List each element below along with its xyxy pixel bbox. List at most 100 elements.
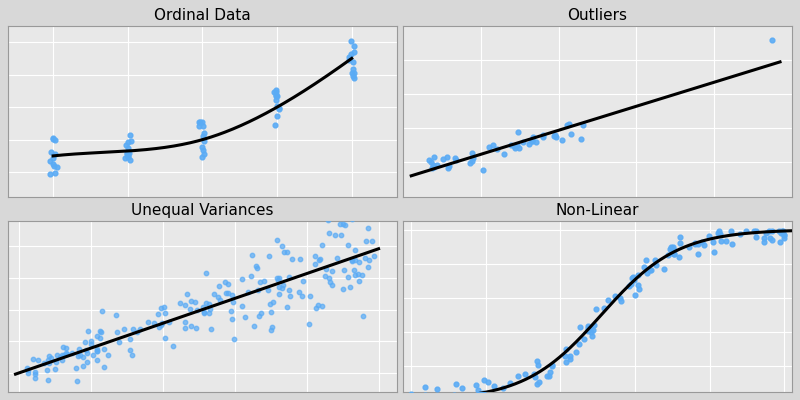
Point [436,156,449,162]
Point [81,350,94,356]
Point [528,374,541,381]
Point [296,293,309,300]
Point [774,239,786,246]
Point [49,366,62,372]
Point [507,142,520,149]
Point [526,138,538,144]
Title: Unequal Variances: Unequal Variances [131,204,274,218]
Point [577,122,590,129]
Point [47,154,60,161]
Point [95,308,108,315]
Point [205,326,218,332]
Point [548,132,561,139]
Point [98,346,110,352]
Point [342,54,355,60]
Point [344,51,357,57]
Point [662,252,674,258]
Point [154,304,167,311]
Point [357,313,370,320]
Point [570,349,582,355]
Point [590,306,602,312]
Point [262,252,275,259]
Point [270,92,282,99]
Point [348,49,361,55]
Point [450,381,462,387]
Point [649,257,662,264]
Point [519,370,532,377]
Point [110,312,122,319]
Point [94,328,107,335]
Point [71,353,84,359]
Point [665,244,678,251]
Point [336,220,349,227]
Point [98,364,110,370]
Point [631,272,644,278]
Point [442,165,454,172]
Point [750,234,762,240]
Point [262,287,274,293]
Point [472,386,485,393]
Point [283,293,296,300]
Point [347,74,360,81]
Point [90,348,103,354]
Point [66,350,78,356]
Point [61,351,74,358]
Point [120,151,133,158]
Point [195,144,208,150]
Point [564,356,577,362]
Point [338,222,351,228]
Point [320,266,333,272]
Point [688,241,701,248]
Point [503,380,516,386]
Point [122,139,134,146]
Point [346,216,358,222]
Point [413,395,426,400]
Point [238,314,251,320]
Point [565,131,578,137]
Point [430,386,443,392]
Point [516,139,529,146]
Point [126,352,139,358]
Point [558,352,571,359]
Point [113,339,126,346]
Point [32,356,45,363]
Point [294,256,306,262]
Point [122,153,134,159]
Point [470,382,482,388]
Point [487,383,500,389]
Point [26,356,39,362]
Point [342,274,354,280]
Point [282,287,295,293]
Point [543,372,556,379]
Point [773,228,786,234]
Point [343,284,356,290]
Point [530,380,543,387]
Point [428,164,441,170]
Point [778,232,790,238]
Point [174,300,187,306]
Point [124,347,137,354]
Point [46,161,59,167]
Point [196,123,209,130]
Point [346,257,358,264]
Point [362,264,374,270]
Point [198,309,210,316]
Point [526,137,539,144]
Point [134,326,146,332]
Point [84,340,97,347]
Point [347,267,360,273]
Point [90,332,103,339]
Point [560,359,573,365]
Point [48,163,61,170]
Point [352,278,365,284]
Point [548,132,561,138]
Point [668,246,681,253]
Point [246,252,258,258]
Point [82,328,95,334]
Point [311,302,324,308]
Point [178,318,191,325]
Point [586,333,598,339]
Point [45,149,58,155]
Point [270,237,283,243]
Point [226,316,238,322]
